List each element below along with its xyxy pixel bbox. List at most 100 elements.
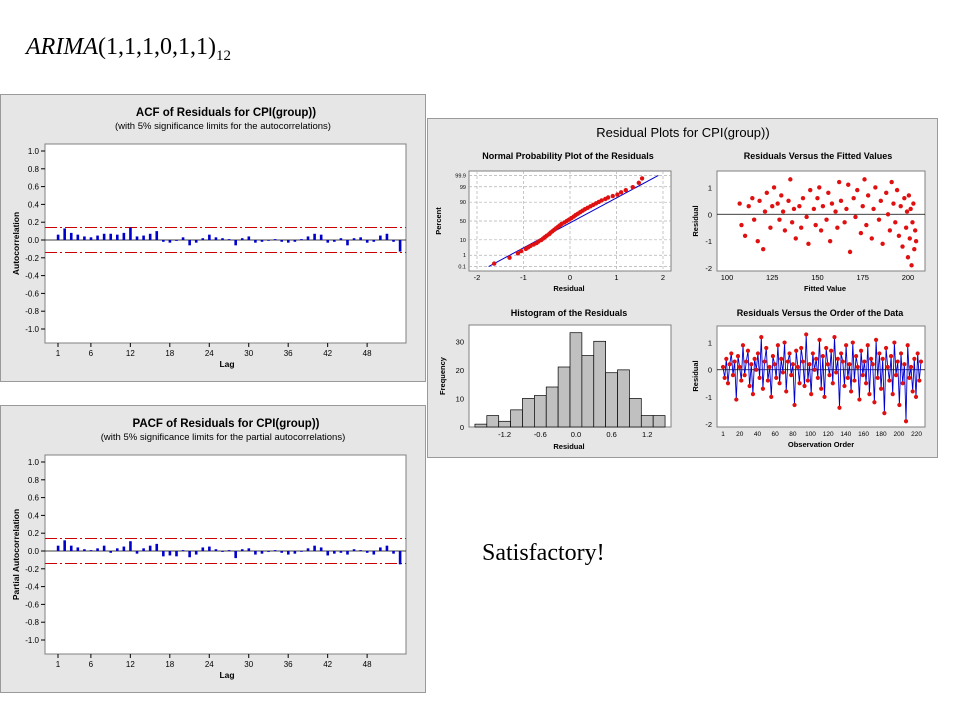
data-point [888, 354, 894, 359]
y-tick-label: -1.0 [25, 636, 39, 645]
data-point [745, 348, 751, 353]
bar [188, 551, 191, 558]
bar [293, 551, 297, 554]
bar [372, 240, 376, 242]
x-tick-label: 24 [205, 349, 214, 358]
subplot-title: Residuals Versus the Order of the Data [737, 308, 905, 318]
bar [227, 550, 231, 551]
data-point [507, 255, 512, 260]
histogram-bar [593, 340, 606, 428]
data-point [795, 364, 800, 370]
data-point [896, 233, 902, 238]
y-tick-label: 1 [708, 339, 712, 348]
y-tick-label: 99.9 [455, 174, 466, 180]
data-point [852, 378, 857, 383]
data-point [742, 233, 748, 238]
data-point [825, 362, 830, 367]
data-point [746, 204, 751, 209]
y-axis-label: Residual [691, 360, 700, 391]
bar [385, 233, 389, 240]
bar [260, 551, 264, 554]
x-axis-label: Fitted Value [804, 284, 846, 293]
histogram-bar [569, 332, 583, 428]
bar [398, 551, 402, 565]
slide-title: ARIMA(1,1,1,0,1,1)12 [26, 34, 231, 64]
x-tick-label: 60 [772, 431, 780, 438]
data-point [759, 335, 764, 340]
y-tick-label: 10 [460, 238, 466, 244]
data-point [791, 206, 797, 212]
data-point [904, 209, 910, 214]
x-tick-label: 150 [811, 273, 824, 282]
x-axis-label: Lag [219, 670, 234, 680]
data-point [757, 375, 762, 380]
data-point [764, 190, 770, 195]
data-point [757, 198, 762, 204]
data-point [800, 195, 806, 201]
data-point [863, 381, 869, 386]
data-point [769, 394, 774, 399]
x-tick-label: 125 [766, 273, 779, 282]
data-point [892, 340, 897, 345]
bar [365, 551, 369, 553]
data-point [900, 244, 905, 249]
data-point [827, 373, 832, 378]
subplot-title: Histogram of the Residuals [511, 308, 628, 318]
bar [83, 549, 86, 551]
bar [208, 234, 211, 240]
data-point [780, 370, 785, 375]
acf-chart: ACF of Residuals for CPI(group)) (with 5%… [11, 107, 407, 369]
y-tick-label: 0.0 [28, 547, 40, 556]
y-tick-label: 1 [463, 253, 466, 259]
data-point [762, 209, 768, 214]
data-point [864, 222, 869, 228]
data-point [875, 375, 880, 380]
y-tick-label: 1 [708, 183, 712, 192]
x-tick-label: 6 [89, 349, 94, 358]
data-point [750, 195, 755, 201]
bar [398, 240, 402, 252]
data-point [630, 185, 635, 190]
bar [339, 551, 343, 553]
data-point [905, 255, 911, 260]
data-point [760, 247, 766, 252]
data-point [912, 247, 917, 252]
y-axis-label: Frequency [438, 356, 447, 395]
subplot-title: Normal Probability Plot of the Residuals [482, 151, 654, 161]
y-tick-label: -0.4 [25, 583, 39, 592]
bar [286, 551, 290, 555]
x-tick-label: 0.0 [571, 430, 581, 439]
bar [102, 233, 106, 240]
data-point [842, 220, 847, 225]
data-point [811, 206, 817, 212]
data-point [842, 383, 847, 389]
data-point [851, 195, 856, 201]
data-point [636, 180, 642, 186]
data-point [750, 392, 756, 397]
x-tick-label: 200 [902, 273, 915, 282]
y-tick-label: 99 [460, 185, 466, 191]
data-point [722, 375, 727, 380]
bar [300, 239, 303, 240]
y-tick-label: -0.2 [25, 254, 39, 263]
data-point [623, 187, 628, 193]
bar [385, 545, 389, 551]
x-tick-label: 20 [736, 431, 744, 438]
data-point [871, 206, 876, 212]
data-point [862, 177, 867, 182]
data-point [880, 241, 885, 247]
data-point [518, 248, 524, 254]
data-point [824, 217, 829, 222]
x-tick-label: 36 [284, 349, 293, 358]
data-point [784, 389, 789, 394]
x-axis-label: Residual [553, 442, 584, 451]
data-point [762, 359, 767, 364]
data-point [882, 411, 887, 416]
bar [162, 240, 165, 242]
y-tick-label: -0.6 [25, 600, 39, 609]
data-point [760, 386, 766, 391]
bar [273, 550, 277, 551]
bar [194, 551, 198, 555]
data-point [868, 356, 874, 361]
bar [188, 240, 191, 246]
